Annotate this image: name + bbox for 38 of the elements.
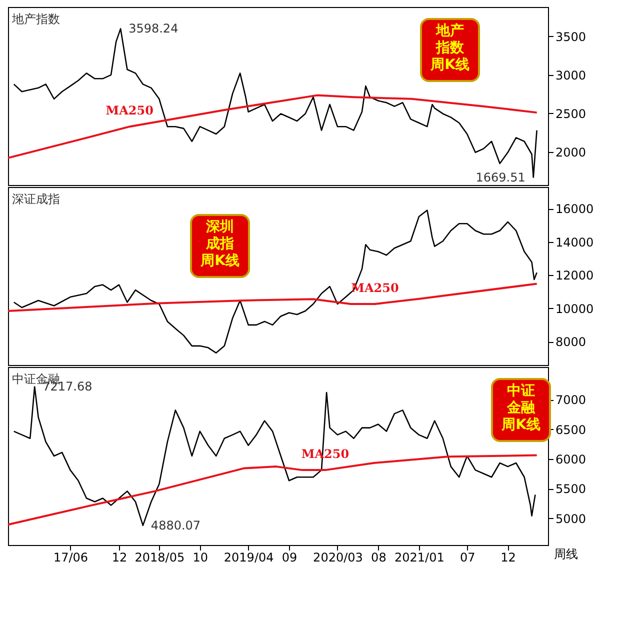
y-tick-label: 3500: [556, 30, 586, 44]
x-tick-label: 07: [460, 550, 476, 564]
series-label: MA250: [106, 104, 154, 118]
annotation: 3598.24: [128, 22, 178, 36]
y-tick-label: 5000: [556, 512, 586, 526]
x-tick-label: 2019/04: [224, 550, 274, 564]
y-tick-label: 5500: [556, 482, 586, 496]
x-tick-label: 17/06: [53, 550, 88, 564]
y-tick-label: 8000: [556, 335, 586, 350]
y-tick-label: 12000: [556, 268, 594, 283]
y-tick-label: 16000: [556, 202, 594, 216]
x-tick-label: 12: [500, 550, 516, 564]
x-tick-label: 12: [112, 550, 128, 564]
text: 周线: [554, 547, 578, 561]
annotation: 4880.07: [150, 518, 201, 532]
x-tick-label: 2020/03: [313, 550, 363, 564]
x-tick-label: 2021/01: [394, 550, 444, 564]
y-tick-label: 14000: [556, 235, 594, 250]
y-tick-label: 3000: [556, 68, 586, 82]
annotation: 1669.51: [476, 170, 526, 184]
x-tick-label: 2018/05: [134, 550, 185, 564]
y-tick-label: 2500: [556, 106, 586, 121]
y-tick-label: 7000: [556, 393, 586, 408]
line-series: [7, 282, 538, 312]
chart-title: 深证成指: [12, 192, 60, 206]
annotation: 深圳成指周K线: [200, 219, 240, 269]
y-tick-label: 6000: [556, 452, 586, 466]
y-tick-label: 2000: [556, 145, 586, 160]
y-tick-label: 6500: [556, 422, 586, 437]
chart-title: 地产指数: [11, 12, 60, 26]
x-tick-label: 10: [192, 550, 208, 564]
x-tick-label: 09: [282, 550, 298, 564]
y-tick-label: 10000: [556, 302, 594, 316]
line-series: [13, 210, 538, 354]
x-tick-label: 08: [371, 550, 386, 564]
annotation: 地产指数周K线: [430, 22, 470, 73]
line-series: [7, 94, 538, 159]
annotation: 中证金融周K线: [500, 383, 540, 433]
